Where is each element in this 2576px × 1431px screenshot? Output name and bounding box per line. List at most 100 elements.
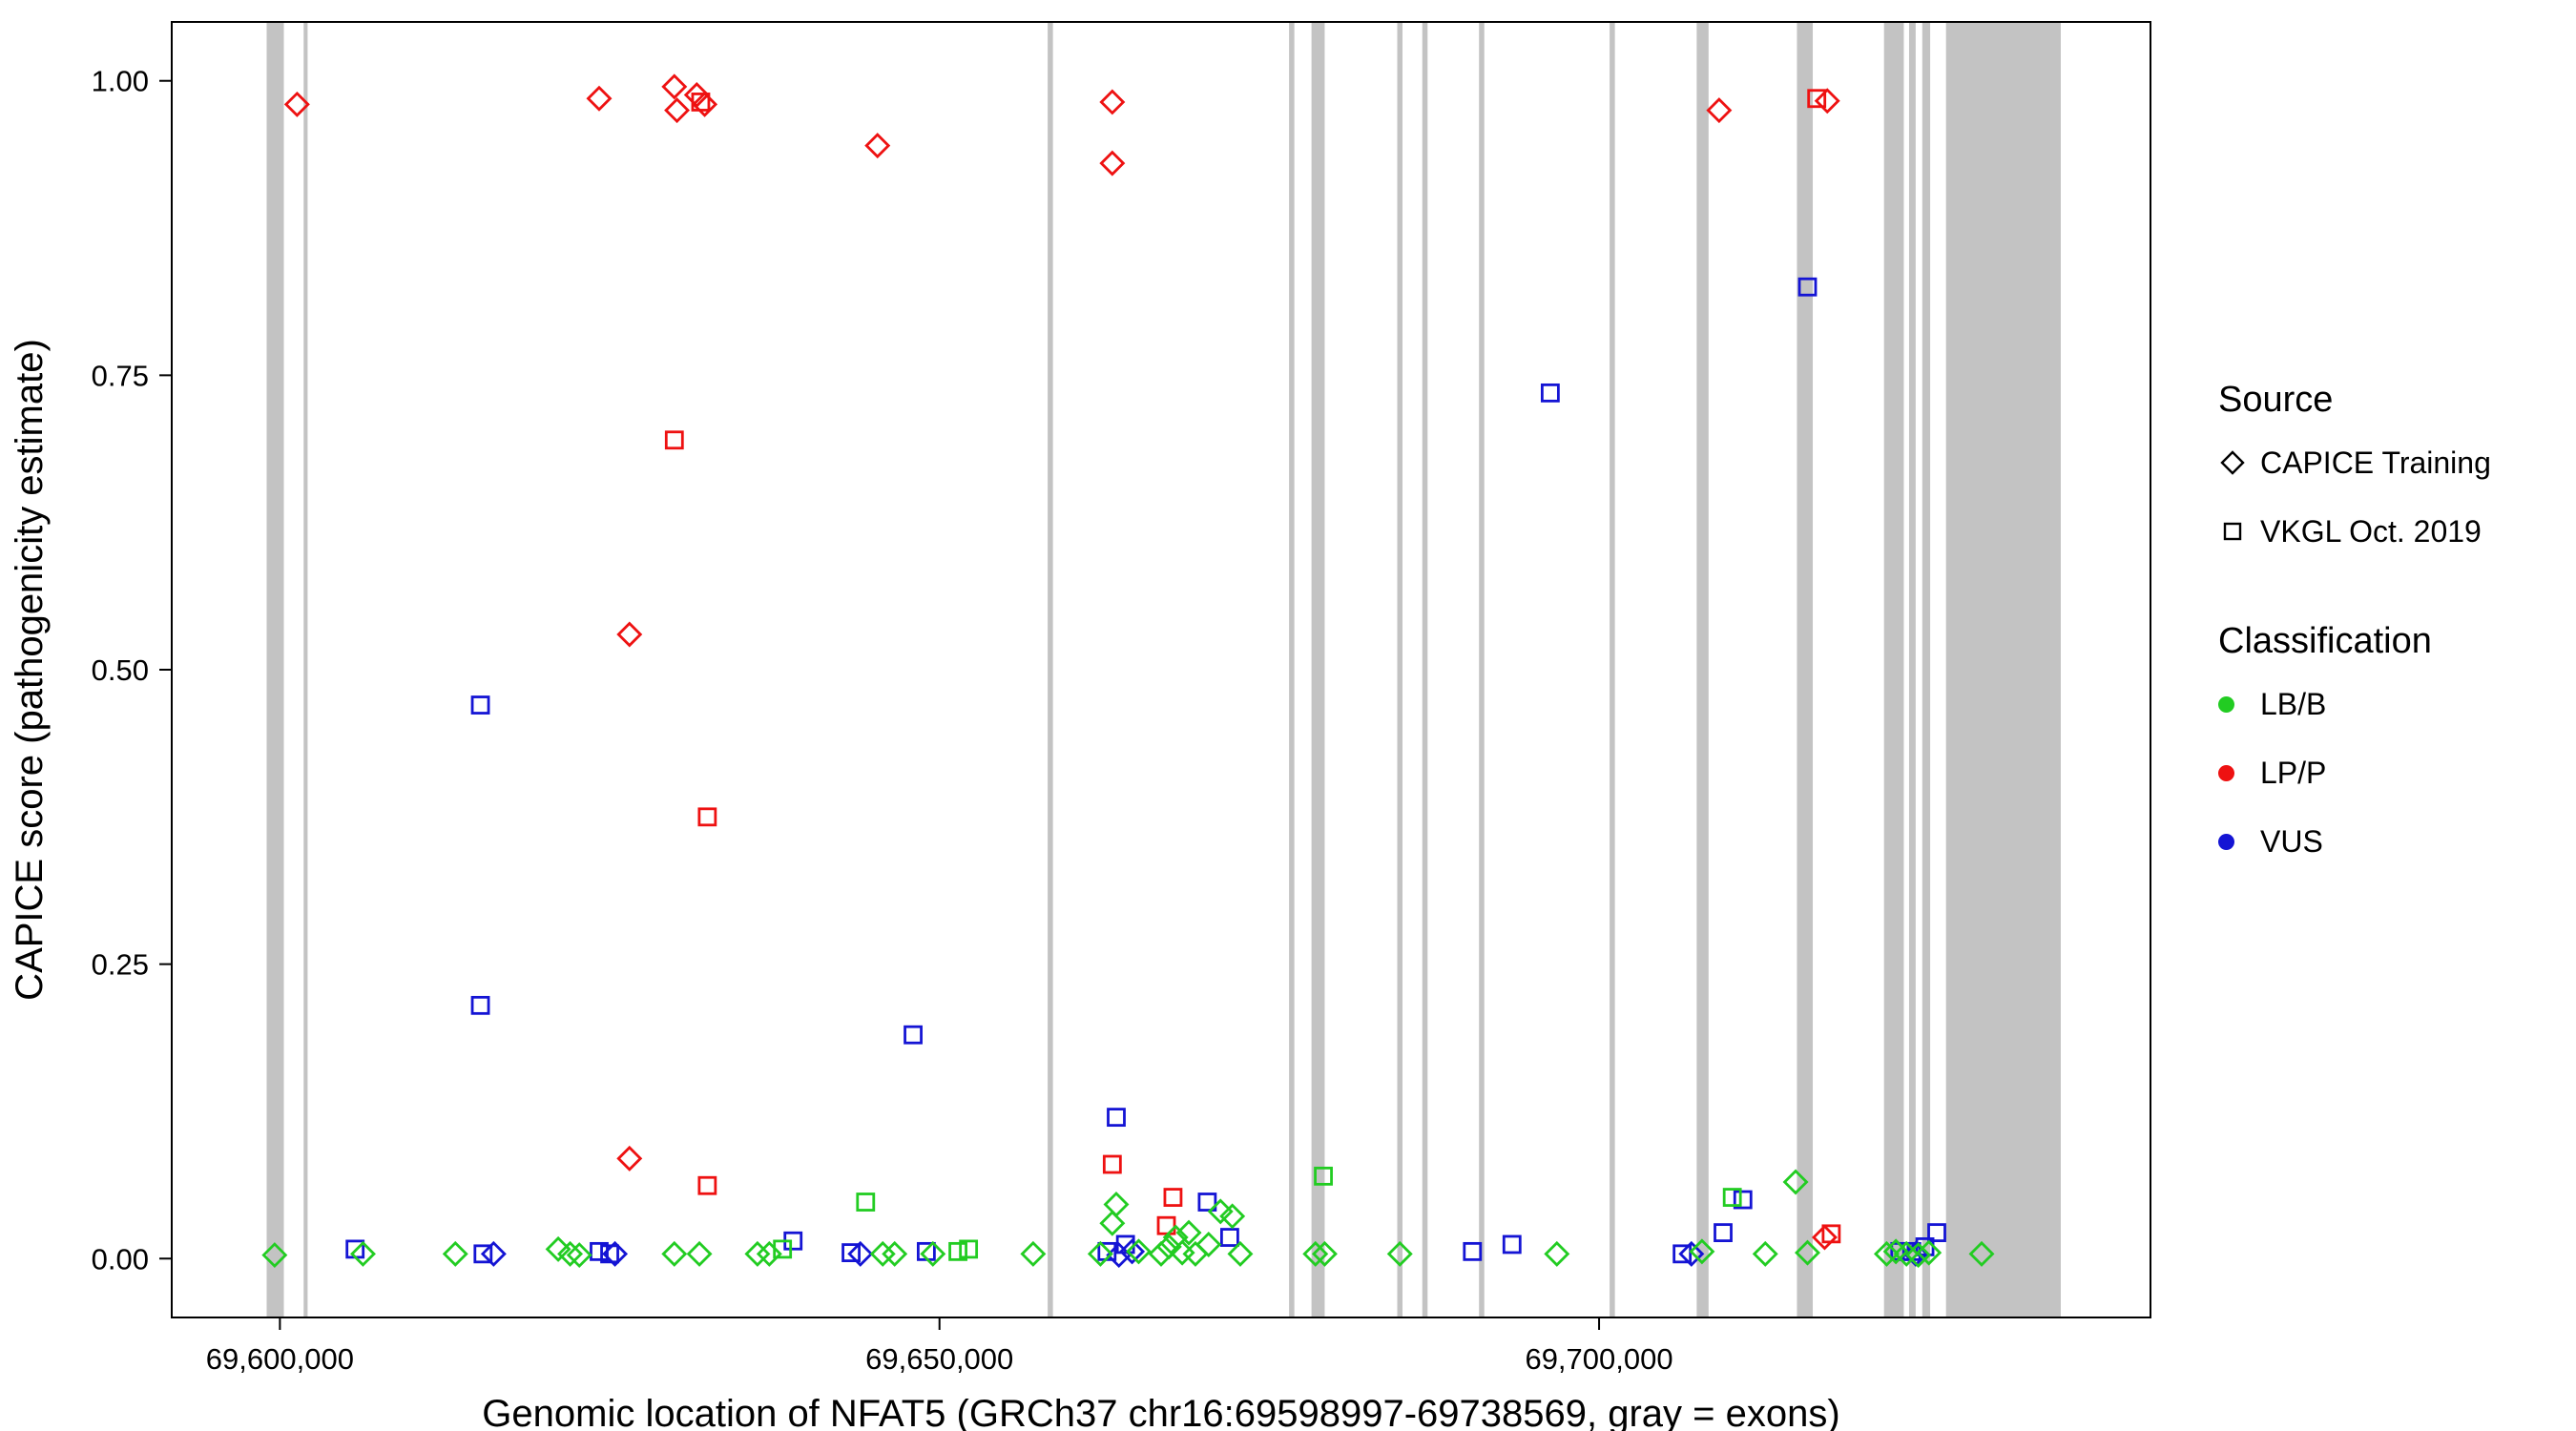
data-point-diamond (664, 97, 691, 124)
data-point-square (473, 1244, 493, 1264)
data-point-square (1540, 383, 1560, 403)
data-point-diamond (442, 1240, 468, 1267)
data-point-square (1722, 1188, 1742, 1207)
diamond-icon (2218, 448, 2260, 477)
data-point-diamond (1812, 1224, 1838, 1251)
data-point-square (948, 1241, 967, 1261)
data-point-diamond (1795, 1239, 1820, 1266)
exon-band (1610, 22, 1615, 1317)
data-point-square (1821, 1224, 1841, 1244)
data-point-diamond (661, 1240, 688, 1267)
y-tick-label: 0.25 (92, 948, 149, 982)
data-point-diamond (1155, 1234, 1182, 1260)
data-point-square (1797, 277, 1818, 297)
legend-item-label: VUS (2260, 823, 2323, 859)
data-point-diamond (1099, 1210, 1126, 1236)
legend-item-label: LB/B (2260, 686, 2327, 721)
data-point-diamond (1311, 1240, 1338, 1267)
data-point-square (1156, 1215, 1176, 1235)
data-point-diamond (1814, 88, 1840, 114)
data-point-square (697, 1175, 717, 1195)
data-point-diamond (1302, 1240, 1329, 1267)
lbb-color-dot (2218, 695, 2234, 713)
data-point-diamond (864, 133, 891, 159)
exon-band (1945, 22, 2061, 1317)
legend-item-label: CAPICE Training (2260, 445, 2491, 480)
data-point-square (841, 1243, 861, 1262)
data-point-square (904, 1025, 923, 1045)
data-point-diamond (1148, 1240, 1174, 1267)
exon-band (1422, 22, 1428, 1317)
data-point-diamond (586, 85, 613, 112)
lpp-color-dot (2218, 764, 2234, 781)
data-point-diamond (756, 1240, 782, 1267)
data-point-square (1807, 89, 1827, 109)
data-point-diamond (1678, 1240, 1705, 1267)
data-point-diamond (1175, 1219, 1202, 1246)
data-point-square (1714, 1223, 1733, 1243)
data-point-diamond (661, 73, 688, 100)
data-point-diamond (686, 1240, 713, 1267)
data-point-diamond (261, 1242, 288, 1269)
data-point-square (1502, 1234, 1522, 1255)
data-point-diamond (1706, 97, 1733, 124)
data-point-diamond (1968, 1240, 1995, 1267)
data-point-diamond (1219, 1203, 1246, 1230)
data-point-square (1463, 1241, 1483, 1261)
legend-classification-group: Classification LB/B LP/P VUS (2218, 621, 2491, 876)
data-point-diamond (350, 1240, 376, 1267)
legend-source-group: Source CAPICE Training VKGL Oct. 2019 (2218, 380, 2491, 566)
data-point-diamond (1195, 1231, 1222, 1257)
data-point-square (1163, 1188, 1183, 1207)
panel-border (171, 21, 2151, 1318)
y-axis-title: CAPICE score (pathogenicity estimate) (9, 339, 51, 1001)
data-point-diamond (1099, 89, 1126, 115)
exon-band (1311, 22, 1325, 1317)
data-point-diamond (557, 1240, 584, 1267)
data-point-square (1314, 1166, 1333, 1186)
y-tick-label: 0.75 (92, 359, 149, 392)
legend-item-lbb: LB/B (2218, 670, 2491, 738)
data-point-diamond (602, 1240, 629, 1267)
data-point-square (1219, 1228, 1239, 1247)
data-point-diamond (480, 1240, 507, 1267)
x-tick-label: 69,650,000 (865, 1342, 1013, 1376)
data-point-square (697, 807, 717, 827)
exon-band (1908, 22, 1916, 1317)
x-axis-title: Genomic location of NFAT5 (GRCh37 chr16:… (482, 1393, 1839, 1431)
data-point-diamond (616, 1145, 643, 1172)
data-point-diamond (1916, 1239, 1942, 1266)
data-point-diamond (566, 1242, 592, 1269)
data-point-square (1197, 1192, 1217, 1212)
y-tick-label: 1.00 (92, 65, 149, 98)
data-point-diamond (1386, 1240, 1413, 1267)
circle-icon (2218, 764, 2260, 781)
data-point-diamond (1099, 150, 1126, 176)
x-tick-label: 69,600,000 (206, 1342, 354, 1376)
square-icon (2218, 517, 2260, 546)
data-point-square (470, 995, 490, 1015)
exon-band (1479, 22, 1485, 1317)
y-tick-label: 0.00 (92, 1242, 149, 1275)
exon-band (1289, 22, 1295, 1317)
x-tick-label: 69,700,000 (1525, 1342, 1672, 1376)
data-point-diamond (1207, 1198, 1234, 1225)
exon-band (1797, 22, 1814, 1317)
data-point-diamond (1689, 1238, 1715, 1265)
circle-icon (2218, 833, 2260, 850)
exon-band (1922, 22, 1931, 1317)
data-point-diamond (1126, 1238, 1152, 1265)
data-point-square (691, 93, 711, 112)
data-point-diamond (882, 1240, 908, 1267)
data-point-diamond (920, 1240, 946, 1267)
legend-item-label: LP/P (2260, 755, 2327, 790)
data-point-diamond (744, 1240, 771, 1267)
data-point-diamond (1873, 1240, 1900, 1267)
exon-band (1397, 22, 1403, 1317)
data-point-square (1927, 1223, 1946, 1243)
circle-icon (2218, 695, 2260, 713)
exon-band (1696, 22, 1709, 1317)
data-point-diamond (1227, 1240, 1254, 1267)
